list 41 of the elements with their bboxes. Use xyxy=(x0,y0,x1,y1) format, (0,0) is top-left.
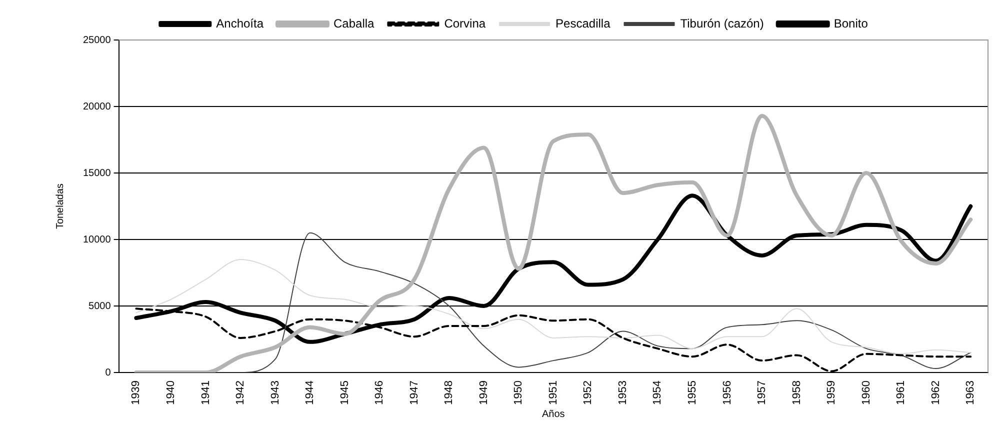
x-tick-label: 1942 xyxy=(234,380,247,406)
y-tick-label: 20000 xyxy=(82,101,112,112)
x-tick-label: 1945 xyxy=(338,380,351,406)
x-tick-label: 1960 xyxy=(860,380,872,406)
x-tick-label: 1941 xyxy=(200,380,212,406)
x-tick-label: 1950 xyxy=(512,380,525,406)
x-tick-label: 1940 xyxy=(164,380,177,406)
x-tick-label: 1963 xyxy=(964,380,977,406)
line-series xyxy=(134,114,973,373)
x-tick-label: 1961 xyxy=(895,380,908,406)
x-tick-label: 1951 xyxy=(547,380,560,406)
y-tick-label: 10000 xyxy=(82,234,112,246)
x-tick-label: 1943 xyxy=(269,380,282,406)
x-tick-label: 1946 xyxy=(374,380,386,406)
legend-label: Bonito xyxy=(834,16,868,30)
legend-label: Corvina xyxy=(444,16,486,30)
line-series xyxy=(136,258,972,354)
y-axis-title: Toneladas xyxy=(54,183,66,230)
x-tick-label: 1955 xyxy=(686,380,699,406)
x-tick-label: 1939 xyxy=(130,380,142,406)
x-tick-label: 1954 xyxy=(652,380,664,406)
x-tick-label: 1948 xyxy=(443,380,456,406)
legend-label: Pescadilla xyxy=(556,16,611,30)
y-tick-label: 25000 xyxy=(82,34,112,46)
x-tick-label: 1949 xyxy=(478,380,490,406)
y-tick-label: 0 xyxy=(105,367,112,378)
legend-label: Caballa xyxy=(334,16,375,30)
x-tick-label: 1953 xyxy=(616,380,629,406)
y-tick-label: 5000 xyxy=(88,300,112,312)
y-tick-label: 15000 xyxy=(82,168,112,179)
x-tick-label: 1958 xyxy=(790,380,803,406)
x-tick-label: 1962 xyxy=(930,380,942,406)
x-tick-label: 1952 xyxy=(582,380,594,406)
x-tick-label: 1956 xyxy=(721,380,734,406)
x-tick-label: 1947 xyxy=(408,380,420,406)
x-tick-label: 1957 xyxy=(756,380,768,406)
x-tick-label: 1959 xyxy=(826,380,838,406)
x-axis-title: Años xyxy=(542,408,565,420)
x-tick-label: 1944 xyxy=(304,380,316,406)
legend-label: Tiburón (cazón) xyxy=(680,16,764,30)
legend-label: Anchoíta xyxy=(216,16,264,30)
